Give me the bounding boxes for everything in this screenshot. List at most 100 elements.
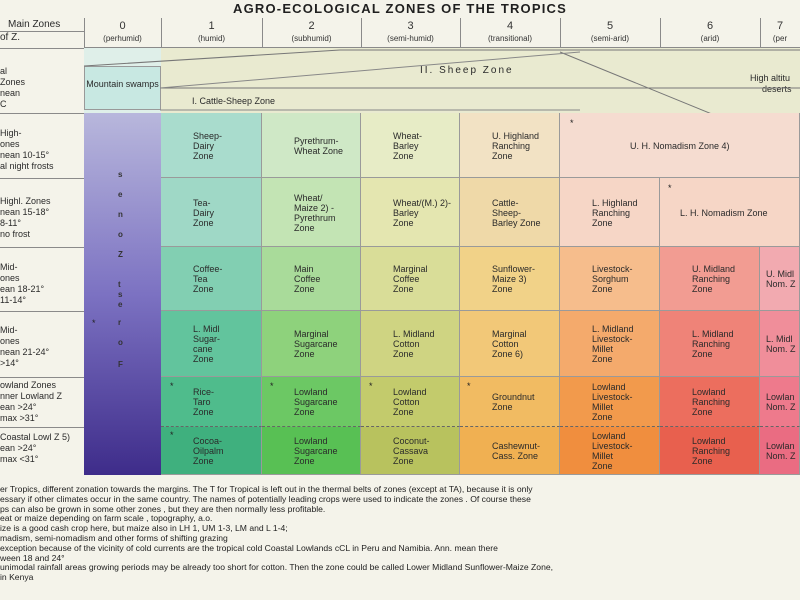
zone-cell-r6c3: Coconut- Cassava Zone: [361, 427, 460, 475]
row-divider: [0, 247, 84, 248]
zone-cell-r1c3: Wheat- Barley Zone: [361, 113, 460, 178]
zone-name: Lowland Ranching Zone: [692, 436, 731, 466]
zone-cell-r6c2: Lowland Sugarcane Zone: [262, 427, 361, 475]
zone-name: Marginal Coffee Zone: [393, 264, 428, 294]
forest-letter: n: [118, 210, 123, 219]
row-label-line: owland Zones: [0, 380, 57, 390]
column-humidity-6: (arid): [700, 34, 720, 43]
row-label-line: 11-14°: [0, 295, 26, 305]
forest-letter: e: [118, 190, 123, 199]
star-marker: *: [170, 430, 174, 440]
row-label-line: ean >24°: [0, 402, 37, 412]
zone-cell-r4c3: L. Midland Cotton Zone: [361, 311, 460, 377]
column-humidity-2: (subhumid): [291, 34, 332, 43]
zone-name: L. Highland Ranching Zone: [592, 197, 638, 228]
row-label-line: ones: [0, 139, 20, 149]
column-number-2: 2: [308, 20, 315, 32]
column-divider: [262, 18, 263, 48]
row-label-line: ones: [0, 336, 20, 346]
zone-cell-r4c2: Marginal Sugarcane Zone: [262, 311, 361, 377]
zone-name: Sunflower- Maize 3) Zone: [492, 264, 536, 294]
column-humidity-3: (semi-humid): [387, 34, 434, 43]
zone-cell-r3c6: U. Midland Ranching Zone: [660, 247, 760, 311]
zone-cell-r6c1: Cocoa- Oilpalm Zone: [161, 427, 262, 475]
row-label-line: Zones: [0, 77, 26, 87]
zone-cell-r4c6: L. Midland Ranching Zone: [660, 311, 760, 377]
zone-cell-r5c4: Groundnut Zone: [460, 377, 560, 427]
column-number-0: 0: [119, 20, 126, 32]
zone-name: Wheat- Barley Zone: [393, 130, 423, 161]
column-number-5: 5: [606, 20, 614, 32]
corner-label-main-zones: Main Zones: [8, 19, 61, 30]
zone-name: L. Midland Cotton Zone: [393, 329, 435, 359]
zone-name: Lowland Livestock- Millet Zone: [592, 382, 633, 422]
zone-cell-r3c7: U. Midl Nom. Z: [760, 247, 800, 311]
zone-name: L. Midl Sugar- cane Zone: [193, 324, 221, 364]
corner-divider: [0, 31, 84, 32]
zone-cell-r5c3: Lowland Cotton Zone: [361, 377, 460, 427]
zone-cell-r5c6: Lowland Ranching Zone: [660, 377, 760, 427]
row-label-line: >14°: [0, 358, 19, 368]
column-number-1: 1: [208, 20, 215, 32]
star-marker: *: [170, 381, 174, 391]
row-divider: [0, 48, 84, 49]
cattle-sheep-zone-label: I. Cattle-Sheep Zone: [192, 96, 276, 106]
row-label-line: Mid-: [0, 325, 18, 335]
star-marker: *: [369, 381, 373, 391]
zone-name: Lowland Cotton Zone: [393, 387, 427, 417]
zone-cell-r4c4: Marginal Cotton Zone 6): [460, 311, 560, 377]
row-label-line: al: [0, 66, 8, 76]
zone-name: Lowland Livestock- Millet Zone: [592, 431, 633, 471]
column-divider: [660, 18, 661, 48]
column-humidity-5: (semi-arid): [590, 34, 630, 43]
zone-cell-r2c2: Wheat/ Maize 2) - Pyrethrum Zone: [262, 178, 361, 247]
zone-name: Sheep- Dairy Zone: [193, 130, 223, 161]
zone-cell-r3c2: Main Coffee Zone: [262, 247, 361, 311]
row-label-line: Mid-: [0, 262, 18, 272]
zone-cell-r1c2: Pyrethrum- Wheat Zone: [262, 113, 361, 178]
star-marker: *: [270, 381, 274, 391]
zone-cell-r3c5: Livestock- Sorghum Zone: [560, 247, 660, 311]
row-label-line: nean: [0, 88, 21, 98]
corner-label-of-z: of Z.: [0, 32, 21, 43]
column-divider: [361, 18, 362, 48]
zone-cell-r5c5: Lowland Livestock- Millet Zone: [560, 377, 660, 427]
zone-cell-r6c7: Lowlan Nom. Z: [760, 427, 800, 475]
zone-name: L. Midland Ranching Zone: [692, 329, 734, 359]
row-divider: [0, 377, 84, 378]
footnote-line: unimodal rainfall areas growing periods …: [0, 563, 554, 573]
zone-name: Lowland Sugarcane Zone: [294, 387, 338, 417]
column-humidity-4: (transitional): [487, 34, 532, 43]
column-number-6: 6: [706, 20, 714, 32]
zone-name: Pyrethrum- Wheat Zone: [294, 135, 344, 156]
zone-name: Lowland Ranching Zone: [692, 387, 731, 417]
deserts-label: deserts: [762, 84, 792, 94]
zone-name: Wheat/(M.) 2)- Barley Zone: [393, 197, 452, 228]
zone-name: Main Coffee Zone: [294, 264, 321, 294]
row-label-line: Coastal Lowl Z 5): [0, 432, 71, 442]
column-humidity-1: (humid): [197, 34, 226, 43]
page-title: AGRO-ECOLOGICAL ZONES OF THE TROPICS: [232, 1, 568, 16]
zone-cell-r1c1: Sheep- Dairy Zone: [161, 113, 262, 178]
column-number-3: 3: [407, 20, 414, 32]
zone-cell-r2c3: Wheat/(M.) 2)- Barley Zone: [361, 178, 460, 247]
forest-letter: F: [118, 360, 123, 369]
forest-letter: o: [118, 338, 123, 347]
zone-name: U. H. Nomadism Zone 4): [630, 140, 730, 151]
zone-name: Coconut- Cassava Zone: [393, 436, 430, 466]
column-number-4: 4: [506, 20, 514, 32]
zone-name: L. H. Nomadism Zone: [680, 207, 768, 218]
row-label-line: nner Lowland Z: [0, 391, 63, 401]
zone-cell-r1c5: U. H. Nomadism Zone 4): [560, 113, 800, 178]
row-label-line: ones: [0, 273, 20, 283]
row-divider: [0, 178, 84, 179]
column-divider: [161, 18, 162, 48]
column-divider: [760, 18, 761, 48]
zone-cell-r2c4: Cattle- Sheep- Barley Zone: [460, 178, 560, 247]
footnote-line: er Tropics, different zonation towards t…: [0, 485, 533, 494]
column-divider: [560, 18, 561, 48]
zone-name: U. Midl Nom. Z: [766, 269, 796, 289]
column-humidity-7: (per: [772, 34, 788, 43]
forest-letter: Z: [118, 250, 123, 259]
